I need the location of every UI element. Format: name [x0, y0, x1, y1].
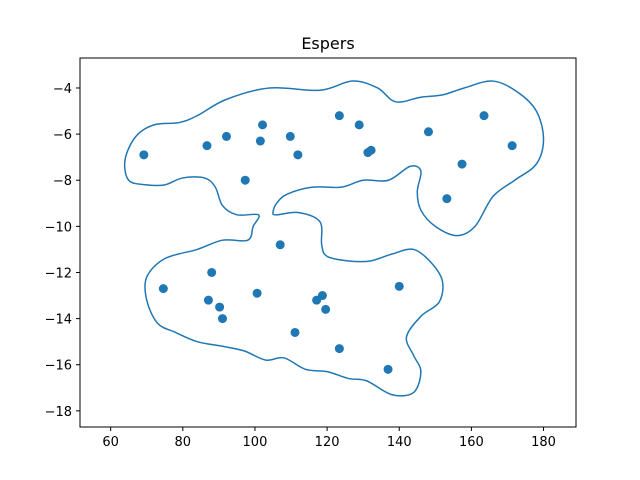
data-point — [423, 127, 433, 137]
y-tick-label: −14 — [45, 313, 72, 328]
x-tick-label: 60 — [102, 435, 119, 450]
x-tick-label: 80 — [175, 435, 192, 450]
y-tick-label: −10 — [45, 220, 72, 235]
data-point — [334, 344, 344, 354]
x-tick-label: 140 — [387, 435, 412, 450]
data-point — [158, 284, 168, 294]
x-tick-label: 180 — [531, 435, 556, 450]
x-tick-label: 160 — [459, 435, 484, 450]
plot-area — [123, 80, 545, 397]
data-point — [293, 150, 303, 160]
data-point — [479, 111, 489, 121]
x-tick-label: 100 — [243, 435, 268, 450]
y-tick-label: −6 — [53, 128, 72, 143]
data-point — [321, 304, 331, 314]
data-point — [394, 281, 404, 291]
chart-title: Espers — [301, 34, 354, 53]
y-tick-label: −8 — [53, 174, 72, 189]
data-point — [457, 159, 467, 169]
data-point — [285, 131, 295, 141]
x-tick-label: 120 — [315, 435, 340, 450]
data-point — [275, 240, 285, 250]
data-point — [366, 145, 376, 155]
data-point — [255, 136, 265, 146]
data-point — [207, 267, 217, 277]
data-point — [139, 150, 149, 160]
y-tick-label: −16 — [45, 359, 72, 374]
data-point — [334, 111, 344, 121]
data-point — [203, 295, 213, 305]
data-point — [215, 302, 225, 312]
y-tick-label: −18 — [45, 405, 72, 420]
data-point — [202, 141, 212, 151]
data-point — [221, 131, 231, 141]
data-point — [290, 327, 300, 337]
data-point — [217, 314, 227, 324]
cluster-boundary-line — [123, 80, 545, 397]
data-point — [252, 288, 262, 298]
data-point — [258, 120, 268, 130]
data-point — [354, 120, 364, 130]
data-point — [442, 194, 452, 204]
axes-frame — [79, 57, 577, 428]
data-point — [317, 291, 327, 301]
data-point — [383, 364, 393, 374]
data-point — [507, 141, 517, 151]
y-tick-label: −12 — [45, 266, 72, 281]
axis-ticks: 60 80 100 120 140 160 180 −18 −16 −14 −12 −10 −8 −6 −4 — [45, 57, 577, 450]
y-tick-label: −4 — [53, 82, 72, 97]
data-point — [240, 175, 250, 185]
